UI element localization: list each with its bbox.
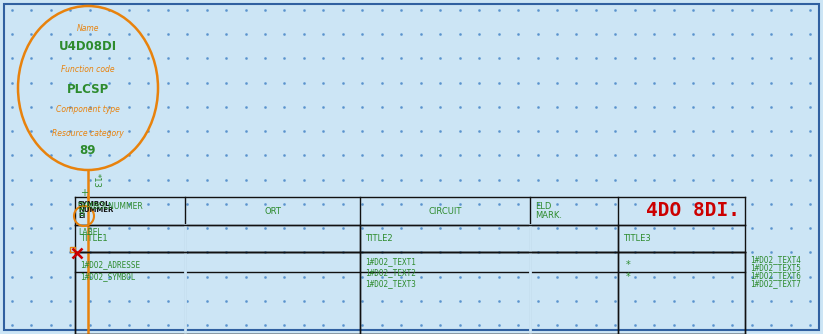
Text: EI: EI bbox=[78, 213, 86, 219]
Text: U4D08DI: U4D08DI bbox=[59, 40, 117, 53]
Text: 1#DO2_TEXT2: 1#DO2_TEXT2 bbox=[365, 268, 416, 277]
Text: ORT: ORT bbox=[264, 206, 281, 215]
Text: *13: *13 bbox=[92, 173, 101, 187]
Text: 4DO 8DI.: 4DO 8DI. bbox=[646, 201, 740, 220]
Text: *: * bbox=[626, 272, 630, 282]
Text: 89: 89 bbox=[80, 144, 96, 157]
Text: LABEL: LABEL bbox=[78, 228, 102, 237]
Text: NUMMER: NUMMER bbox=[78, 207, 114, 213]
Bar bbox=[70, 247, 75, 252]
Text: 1#DO2_TEXT4: 1#DO2_TEXT4 bbox=[750, 255, 801, 264]
Text: 1#DO2_TEXT6: 1#DO2_TEXT6 bbox=[750, 271, 801, 280]
Text: 1#DO2_TEXT7: 1#DO2_TEXT7 bbox=[750, 279, 801, 288]
Text: TITLE2: TITLE2 bbox=[365, 234, 393, 243]
Text: +: + bbox=[80, 188, 88, 198]
Text: Component type: Component type bbox=[56, 105, 120, 114]
Text: 1#DO2_ADRESSE: 1#DO2_ADRESSE bbox=[80, 260, 140, 269]
Text: SYMBOL: SYMBOL bbox=[78, 201, 110, 207]
Text: TITLE1: TITLE1 bbox=[80, 234, 108, 243]
Text: 1#DO2_TEXT1: 1#DO2_TEXT1 bbox=[365, 257, 416, 266]
Text: 1#DO2_TEXT5: 1#DO2_TEXT5 bbox=[750, 263, 801, 272]
Text: CIRCUIT: CIRCUIT bbox=[428, 206, 462, 215]
Text: Resource category: Resource category bbox=[52, 129, 124, 138]
Text: 1#DO2_SYMBOL: 1#DO2_SYMBOL bbox=[80, 272, 136, 281]
Text: PLCSP: PLCSP bbox=[67, 83, 109, 96]
Text: *: * bbox=[626, 260, 630, 270]
Text: EI: EI bbox=[78, 209, 85, 218]
Text: Name: Name bbox=[77, 24, 100, 33]
Text: MARK.: MARK. bbox=[535, 211, 562, 220]
Text: SYMBOLNUMMER: SYMBOLNUMMER bbox=[78, 202, 144, 211]
Text: Function code: Function code bbox=[61, 65, 115, 74]
Text: ELD: ELD bbox=[535, 202, 551, 211]
Text: TITLE3: TITLE3 bbox=[623, 234, 651, 243]
Text: 1#DO2_TEXT3: 1#DO2_TEXT3 bbox=[365, 279, 416, 288]
